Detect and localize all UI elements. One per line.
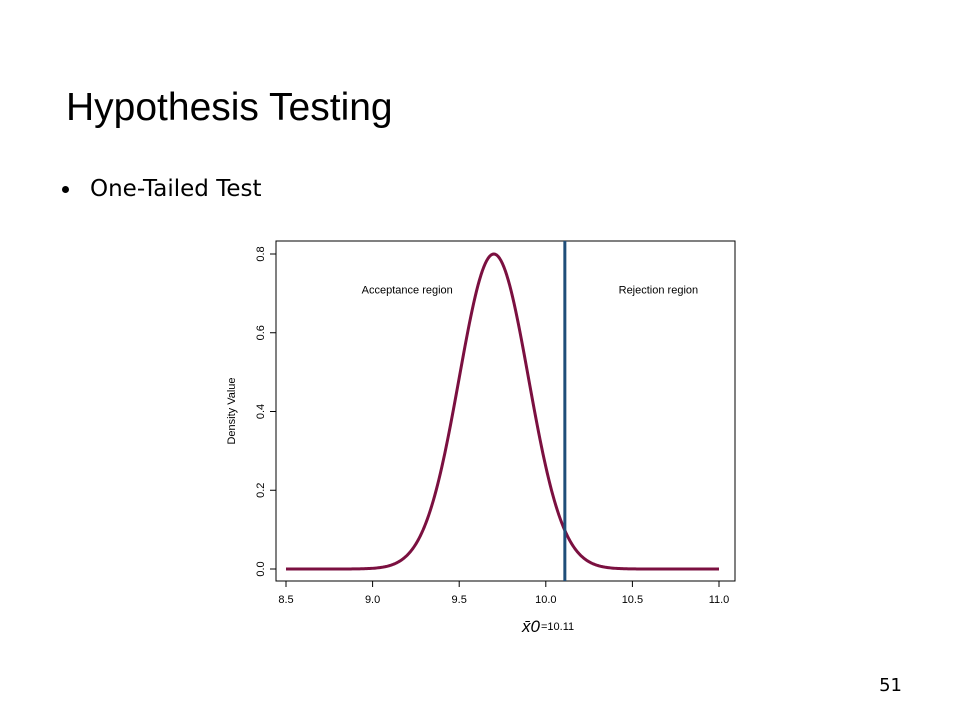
density-curve [285, 252, 720, 571]
x-axis: 8.5 9.0 9.5 10.0 10.5 11.0 [278, 581, 729, 606]
rejection-region-label: Rejection region [619, 284, 699, 296]
y-axis: 0.0 0.2 0.4 0.6 0.8 [255, 246, 276, 577]
x-axis-label-value: =10.11 [541, 621, 574, 633]
density-chart-svg: 8.5 9.0 9.5 10.0 10.5 11.0 0.0 0.2 0.4 0.6 0.8 De… [226, 240, 736, 636]
y-tick-label: 0.2 [255, 483, 267, 498]
x-tick-label: 9.0 [365, 594, 380, 606]
bullet-dot-icon [62, 185, 69, 193]
bullet-text: One-Tailed Test [90, 176, 262, 202]
x-axis-label: x̄0 =10.11 [521, 617, 574, 636]
acceptance-region-label: Acceptance region [362, 284, 453, 296]
y-tick-label: 0.8 [255, 246, 267, 261]
y-tick-label: 0.6 [255, 325, 267, 340]
x-tick-label: 9.5 [452, 594, 467, 606]
page-number: 51 [879, 675, 902, 696]
slide-title: Hypothesis Testing [66, 86, 393, 129]
y-tick-label: 0.4 [255, 404, 267, 419]
x-tick-label: 10.0 [535, 594, 556, 606]
bullet-item: One-Tailed Test [62, 176, 262, 202]
x-tick-label: 10.5 [622, 594, 643, 606]
density-chart: 8.5 9.0 9.5 10.0 10.5 11.0 0.0 0.2 0.4 0.6 0.8 De… [200, 228, 760, 648]
y-tick-label: 0.0 [255, 561, 267, 576]
y-axis-label: Density Value [226, 377, 238, 444]
x-tick-label: 11.0 [709, 594, 730, 606]
x-tick-label: 8.5 [278, 594, 293, 606]
x-axis-label-symbol: x̄0 [521, 617, 541, 636]
